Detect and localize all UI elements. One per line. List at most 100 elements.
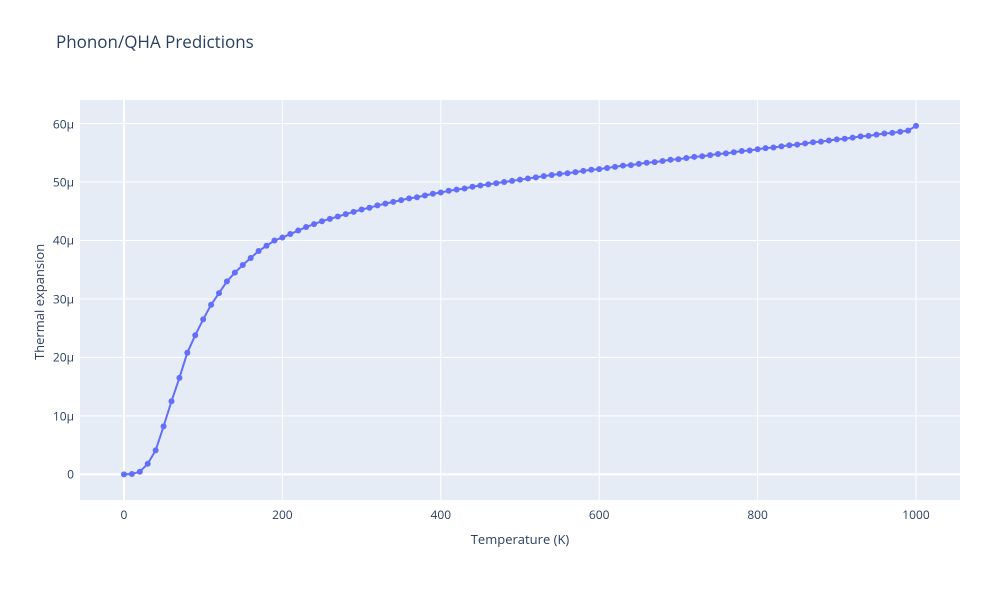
data-point[interactable] (264, 243, 270, 249)
data-point[interactable] (303, 224, 309, 230)
data-point[interactable] (715, 151, 721, 157)
data-point[interactable] (406, 195, 412, 201)
data-point[interactable] (240, 262, 246, 268)
data-point[interactable] (778, 143, 784, 149)
data-point[interactable] (216, 290, 222, 296)
data-point[interactable] (184, 350, 190, 356)
data-point[interactable] (311, 221, 317, 227)
data-point[interactable] (192, 332, 198, 338)
data-point[interactable] (620, 163, 626, 169)
data-point[interactable] (359, 207, 365, 213)
data-point[interactable] (287, 231, 293, 237)
data-point[interactable] (572, 169, 578, 175)
data-point[interactable] (121, 471, 127, 477)
data-point[interactable] (739, 148, 745, 154)
data-point[interactable] (549, 172, 555, 178)
data-point[interactable] (422, 192, 428, 198)
data-point[interactable] (723, 150, 729, 156)
data-point[interactable] (501, 179, 507, 185)
data-point[interactable] (517, 177, 523, 183)
data-point[interactable] (137, 469, 143, 475)
data-point[interactable] (367, 205, 373, 211)
data-point[interactable] (200, 316, 206, 322)
data-point[interactable] (826, 138, 832, 144)
data-point[interactable] (279, 235, 285, 241)
data-point[interactable] (176, 375, 182, 381)
data-point[interactable] (525, 176, 531, 182)
data-point[interactable] (588, 167, 594, 173)
data-point[interactable] (469, 184, 475, 190)
data-point[interactable] (161, 423, 167, 429)
data-point[interactable] (889, 130, 895, 136)
data-point[interactable] (485, 181, 491, 187)
plot-area[interactable] (80, 100, 960, 500)
data-point[interactable] (810, 139, 816, 145)
data-point[interactable] (628, 162, 634, 168)
data-point[interactable] (755, 146, 761, 152)
data-point[interactable] (683, 155, 689, 161)
data-point[interactable] (580, 168, 586, 174)
data-point[interactable] (462, 185, 468, 191)
data-point[interactable] (438, 190, 444, 196)
data-point[interactable] (446, 188, 452, 194)
data-point[interactable] (850, 135, 856, 141)
data-point[interactable] (541, 173, 547, 179)
data-point[interactable] (533, 174, 539, 180)
data-point[interactable] (652, 159, 658, 165)
data-point[interactable] (596, 166, 602, 172)
data-point[interactable] (319, 218, 325, 224)
data-point[interactable] (224, 278, 230, 284)
data-point[interactable] (660, 158, 666, 164)
data-point[interactable] (644, 160, 650, 166)
data-point[interactable] (129, 471, 135, 477)
data-point[interactable] (834, 136, 840, 142)
data-point[interactable] (763, 145, 769, 151)
data-point[interactable] (208, 302, 214, 308)
data-point[interactable] (390, 199, 396, 205)
data-point[interactable] (271, 237, 277, 243)
data-point[interactable] (454, 187, 460, 193)
data-point[interactable] (747, 147, 753, 153)
data-point[interactable] (636, 161, 642, 167)
data-point[interactable] (414, 194, 420, 200)
data-point[interactable] (802, 140, 808, 146)
data-point[interactable] (374, 202, 380, 208)
data-point[interactable] (858, 133, 864, 139)
data-point[interactable] (881, 130, 887, 136)
data-point[interactable] (794, 142, 800, 148)
data-point[interactable] (873, 132, 879, 138)
data-point[interactable] (691, 154, 697, 160)
data-point[interactable] (897, 129, 903, 135)
data-point[interactable] (248, 255, 254, 261)
data-point[interactable] (477, 183, 483, 189)
data-point[interactable] (398, 197, 404, 203)
data-point[interactable] (770, 145, 776, 151)
data-point[interactable] (842, 136, 848, 142)
data-point[interactable] (604, 165, 610, 171)
data-point[interactable] (707, 152, 713, 158)
data-point[interactable] (335, 214, 341, 220)
data-point[interactable] (509, 178, 515, 184)
data-point[interactable] (343, 211, 349, 217)
data-point[interactable] (295, 228, 301, 234)
data-point[interactable] (145, 461, 151, 467)
data-point[interactable] (612, 164, 618, 170)
data-point[interactable] (699, 153, 705, 159)
data-point[interactable] (153, 447, 159, 453)
data-point[interactable] (256, 248, 262, 254)
data-point[interactable] (731, 149, 737, 155)
data-point[interactable] (430, 191, 436, 197)
data-point[interactable] (675, 156, 681, 162)
data-point[interactable] (232, 270, 238, 276)
data-point[interactable] (168, 398, 174, 404)
data-point[interactable] (913, 123, 919, 129)
data-point[interactable] (557, 171, 563, 177)
data-point[interactable] (382, 201, 388, 207)
data-point[interactable] (786, 142, 792, 148)
data-point[interactable] (493, 180, 499, 186)
data-point[interactable] (905, 128, 911, 134)
data-point[interactable] (351, 209, 357, 215)
data-point[interactable] (565, 170, 571, 176)
data-point[interactable] (866, 133, 872, 139)
data-point[interactable] (327, 216, 333, 222)
